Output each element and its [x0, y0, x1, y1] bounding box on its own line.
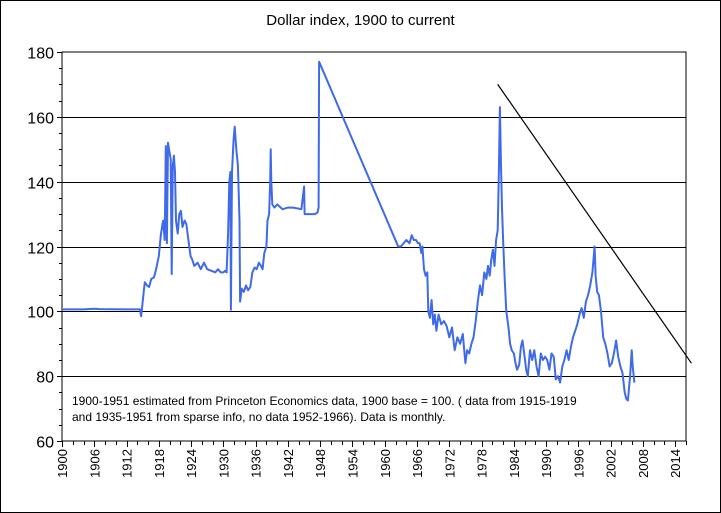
x-tick-label: 1954 [345, 449, 360, 478]
x-tick-label: 1960 [378, 449, 393, 478]
x-tick-label: 1948 [313, 449, 328, 478]
x-tick-label: 1996 [571, 449, 586, 478]
x-tick-label: 1930 [216, 449, 231, 478]
x-tick-label: 1912 [120, 449, 135, 478]
chart-title: Dollar index, 1900 to current [266, 12, 455, 29]
x-tick-label: 1924 [184, 449, 199, 478]
x-tick-label: 1972 [442, 449, 457, 478]
x-tick-label: 1978 [475, 449, 490, 478]
y-tick-label: 100 [27, 305, 54, 322]
x-tick-label: 1990 [539, 449, 554, 478]
x-tick-label: 2002 [604, 449, 619, 478]
y-tick-label: 160 [27, 111, 54, 128]
y-tick-label: 60 [36, 435, 54, 452]
x-tick-label: 1966 [410, 449, 425, 478]
x-tick-label: 2014 [668, 449, 683, 478]
x-tick-label: 1942 [281, 449, 296, 478]
chart-annotation: 1900-1951 estimated from Princeton Econo… [72, 393, 577, 425]
annotation-line-1: 1900-1951 estimated from Princeton Econo… [72, 394, 577, 408]
x-tick-label: 2008 [636, 449, 651, 478]
x-tick-label: 1918 [152, 449, 167, 478]
trend-line [497, 84, 692, 364]
y-tick-label: 180 [27, 46, 54, 63]
annotation-line-2: and 1935-1951 from sparse info, no data … [72, 410, 446, 424]
x-tick-label: 1936 [249, 449, 264, 478]
x-tick-label: 1906 [87, 449, 102, 478]
y-tick-label: 80 [36, 370, 54, 387]
series-line-dollar-index [62, 60, 636, 402]
y-tick-label: 140 [27, 176, 54, 193]
x-tick-label: 1984 [507, 449, 522, 478]
x-tick-label: 1900 [55, 449, 70, 478]
plot-area [61, 51, 687, 442]
y-tick-label: 120 [27, 241, 54, 258]
